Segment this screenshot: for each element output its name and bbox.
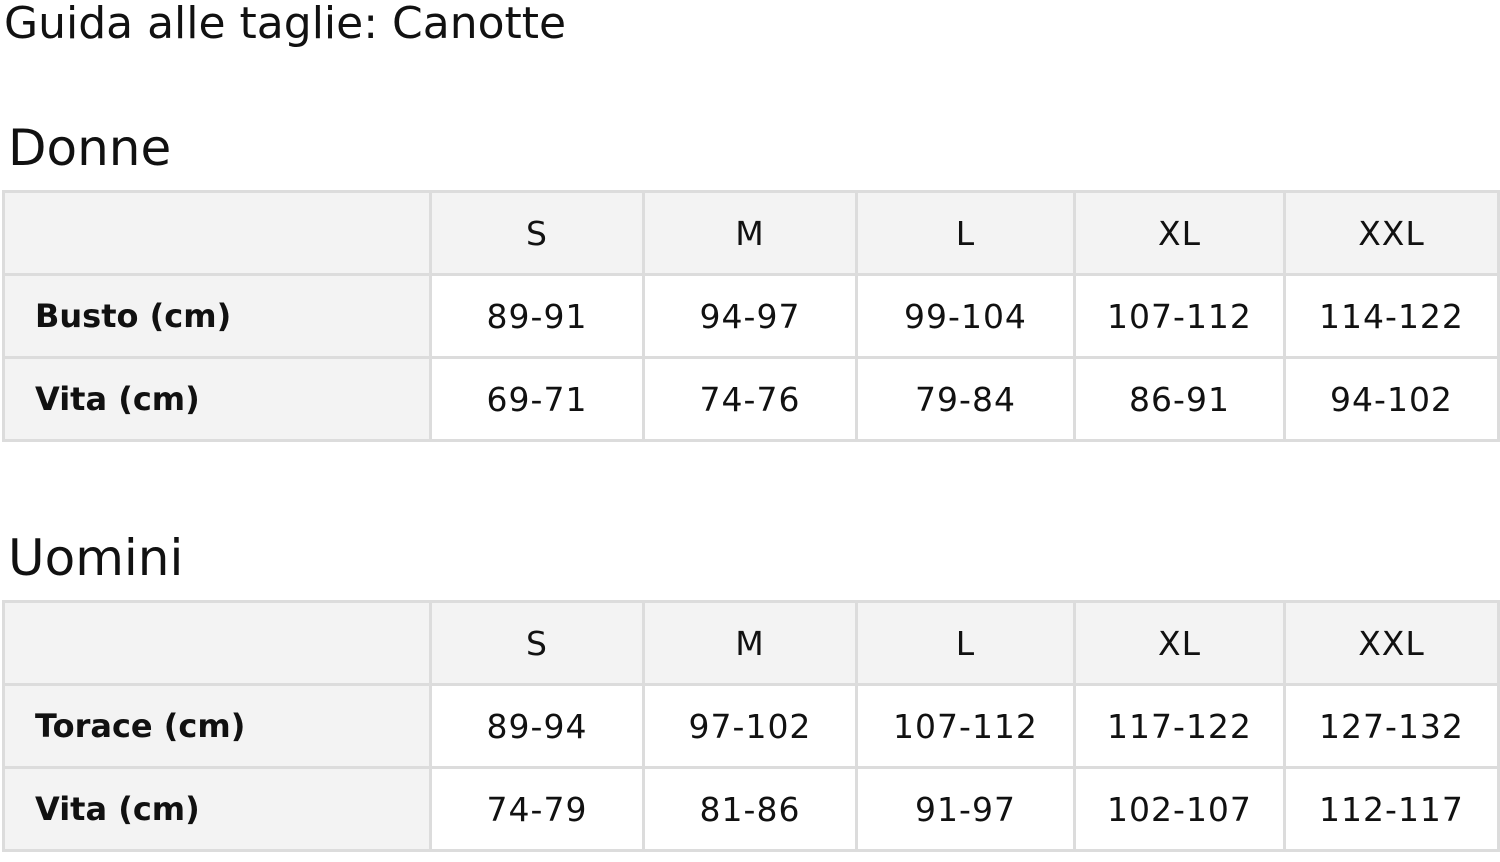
cell-value: 99-104 — [855, 273, 1076, 359]
table-header-row: S M L XL XXL — [2, 600, 1500, 686]
table-row: Torace (cm) 89-94 97-102 107-112 117-122… — [2, 683, 1500, 769]
row-label: Busto (cm) — [2, 273, 432, 359]
header-size: L — [855, 600, 1076, 686]
row-label: Vita (cm) — [2, 356, 432, 442]
cell-value: 86-91 — [1073, 356, 1286, 442]
header-size: M — [642, 600, 858, 686]
header-size: S — [429, 190, 645, 276]
cell-value: 114-122 — [1283, 273, 1500, 359]
cell-value: 97-102 — [642, 683, 858, 769]
header-empty-cell — [2, 600, 432, 686]
header-size: L — [855, 190, 1076, 276]
cell-value: 74-76 — [642, 356, 858, 442]
table-row: Vita (cm) 74-79 81-86 91-97 102-107 112-… — [2, 766, 1500, 852]
cell-value: 117-122 — [1073, 683, 1286, 769]
cell-value: 89-94 — [429, 683, 645, 769]
table-row: Busto (cm) 89-91 94-97 99-104 107-112 11… — [2, 273, 1500, 359]
header-size: XXL — [1283, 190, 1500, 276]
cell-value: 74-79 — [429, 766, 645, 852]
header-empty-cell — [2, 190, 432, 276]
cell-value: 107-112 — [855, 683, 1076, 769]
row-label: Vita (cm) — [2, 766, 432, 852]
header-size: XL — [1073, 600, 1286, 686]
cell-value: 112-117 — [1283, 766, 1500, 852]
cell-value: 94-102 — [1283, 356, 1500, 442]
cell-value: 107-112 — [1073, 273, 1286, 359]
cell-value: 127-132 — [1283, 683, 1500, 769]
table-row: Vita (cm) 69-71 74-76 79-84 86-91 94-102 — [2, 356, 1500, 442]
page-title: Guida alle taglie: Canotte — [4, 0, 567, 49]
header-size: S — [429, 600, 645, 686]
cell-value: 102-107 — [1073, 766, 1286, 852]
header-size: M — [642, 190, 858, 276]
cell-value: 94-97 — [642, 273, 858, 359]
cell-value: 69-71 — [429, 356, 645, 442]
cell-value: 89-91 — [429, 273, 645, 359]
section-heading-uomini: Uomini — [8, 529, 184, 587]
cell-value: 79-84 — [855, 356, 1076, 442]
header-size: XXL — [1283, 600, 1500, 686]
cell-value: 91-97 — [855, 766, 1076, 852]
table-header-row: S M L XL XXL — [2, 190, 1500, 276]
section-heading-donne: Donne — [8, 119, 172, 177]
cell-value: 81-86 — [642, 766, 858, 852]
header-size: XL — [1073, 190, 1286, 276]
row-label: Torace (cm) — [2, 683, 432, 769]
size-table-uomini: S M L XL XXL Torace (cm) 89-94 97-102 10… — [2, 600, 1500, 852]
size-table-donne: S M L XL XXL Busto (cm) 89-91 94-97 99-1… — [2, 190, 1500, 442]
